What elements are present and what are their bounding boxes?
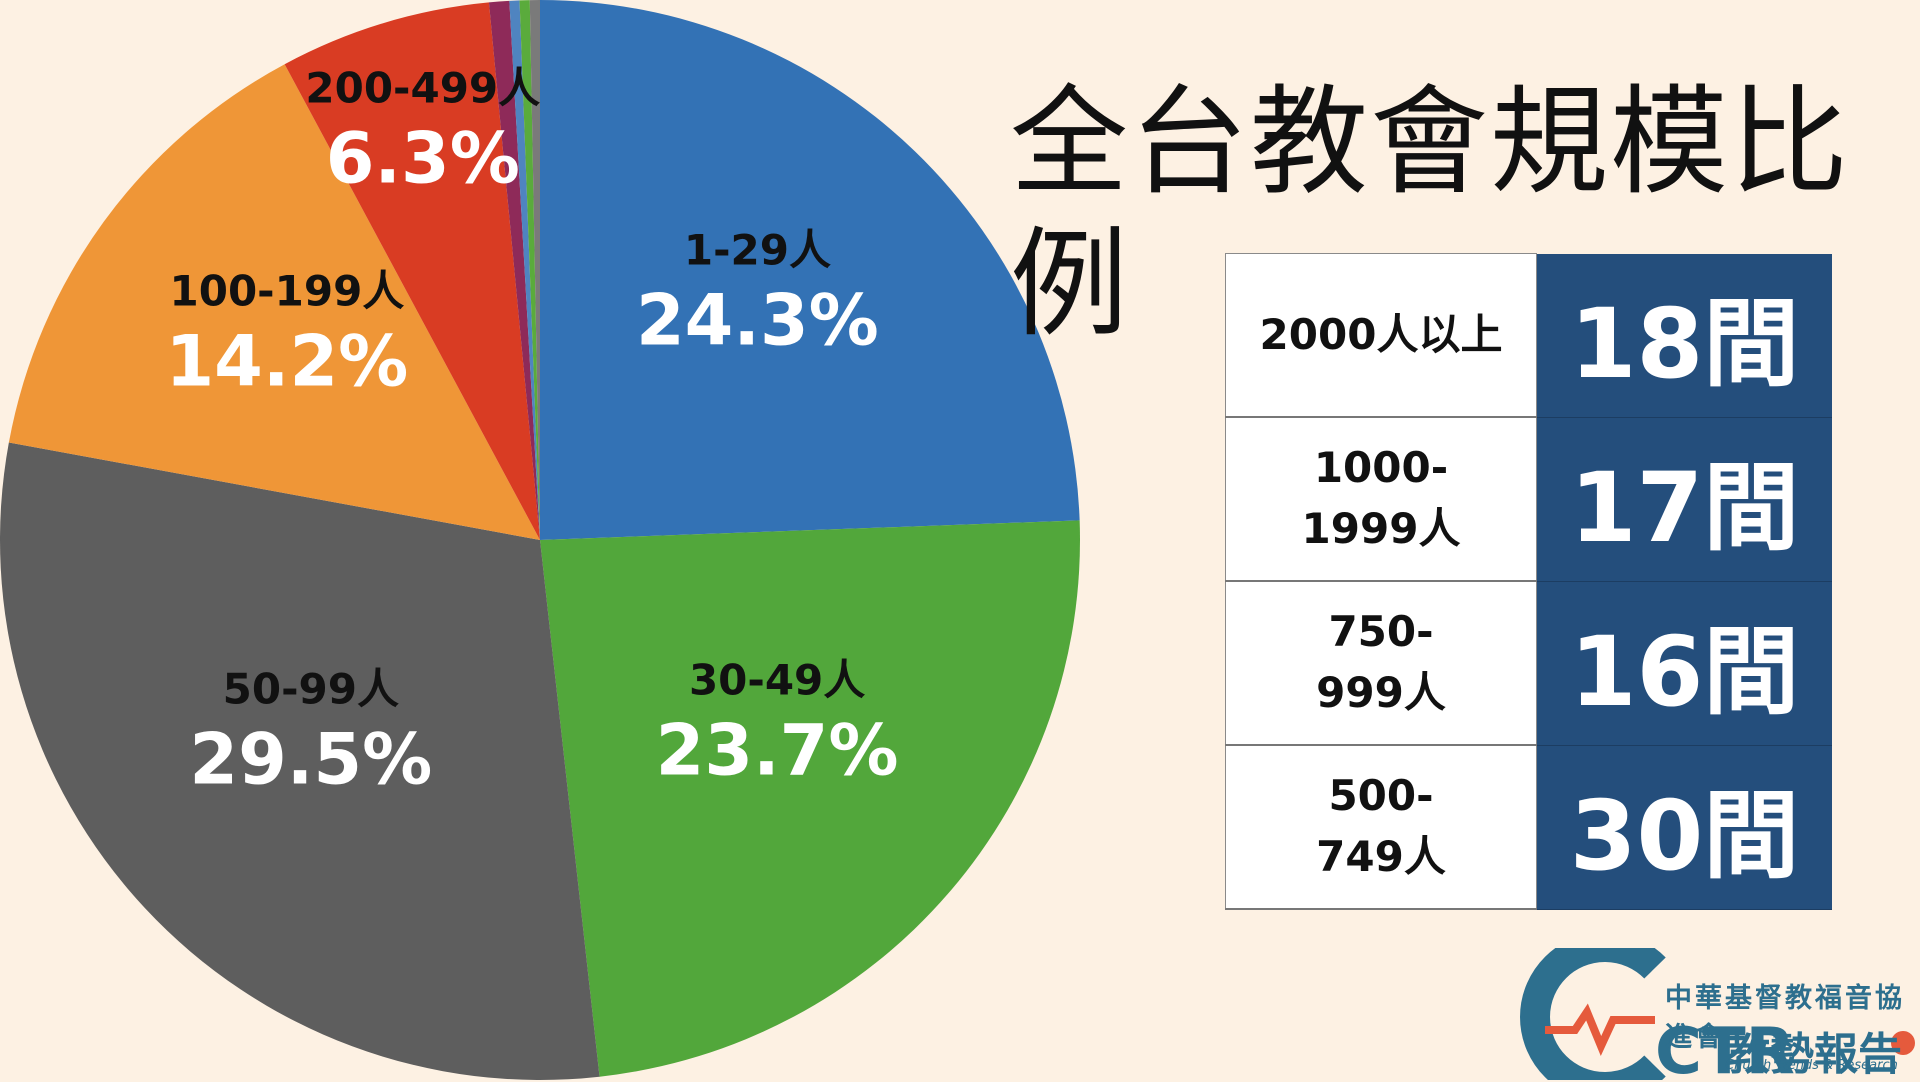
slice-category-label: 100-199人 <box>170 267 405 316</box>
row-value-cell: 16間 <box>1536 581 1832 746</box>
row-value-cell: 17間 <box>1536 417 1832 582</box>
slice-percent-label: 14.2% <box>165 321 408 403</box>
logo-signal-line <box>1545 1003 1655 1056</box>
slice-category-label: 50-99人 <box>223 664 399 713</box>
ctr-logo-mark: CTR <box>1520 948 1915 1080</box>
row-value-cell: 18間 <box>1536 253 1832 418</box>
row-label-line: 749人 <box>1316 832 1446 881</box>
pie-slice <box>540 0 1080 540</box>
pie-slice <box>540 520 1080 1077</box>
logo-org-name: 中華基督教福音協進會 <box>1665 983 1905 1053</box>
pie-slice <box>519 0 540 540</box>
table-row: 2000人以上 18間 <box>1225 253 1832 418</box>
slice-category-label: 30-49人 <box>689 656 865 705</box>
chart-title: 全台教會規模比例 <box>1010 73 1851 353</box>
row-label-cell: 750- 999人 <box>1225 580 1537 746</box>
church-count-table: 2000人以上 18間 1000- 1999人 17間 750- 999人 16… <box>1225 253 1832 910</box>
row-label-line: 1999人 <box>1301 504 1461 553</box>
slice-category-label: 1-29人 <box>684 226 831 275</box>
logo-c-shape <box>1520 948 1666 1080</box>
logo-dot <box>1891 1031 1915 1055</box>
pie-slice <box>488 0 540 540</box>
slice-percent-label: 23.7% <box>656 710 899 792</box>
pie-slice <box>529 0 540 540</box>
logo-letters: CTR <box>1655 1015 1795 1080</box>
slice-percent-label: 24.3% <box>636 280 879 362</box>
row-label-line: 500- <box>1328 771 1434 821</box>
logo-report-name: 教勢報告 <box>1726 1029 1902 1080</box>
table-row: 1000- 1999人 17間 <box>1225 416 1832 582</box>
table-row: 750- 999人 16間 <box>1225 580 1832 746</box>
pie-slice <box>0 442 600 1080</box>
slice-percent-label: 6.3% <box>326 117 520 199</box>
row-label-cell: 2000人以上 <box>1225 253 1537 418</box>
logo-english-name: Church Trends & Research <box>1725 1058 1898 1073</box>
pie-slice <box>284 2 540 541</box>
table-row: 500- 749人 30間 <box>1225 744 1832 910</box>
row-label-line: 999人 <box>1316 668 1446 717</box>
row-label-cell: 500- 749人 <box>1225 744 1537 910</box>
row-label-line: 1000- <box>1313 443 1449 493</box>
row-label-cell: 1000- 1999人 <box>1225 416 1537 582</box>
pie-slice <box>509 0 540 540</box>
row-value-cell: 30間 <box>1536 745 1832 910</box>
pie-slice <box>8 64 541 541</box>
row-label-line: 2000人以上 <box>1259 309 1503 359</box>
row-label-line: 750- <box>1328 607 1434 657</box>
slice-percent-label: 29.5% <box>189 718 432 800</box>
slice-category-label: 200-499人 <box>305 63 540 112</box>
